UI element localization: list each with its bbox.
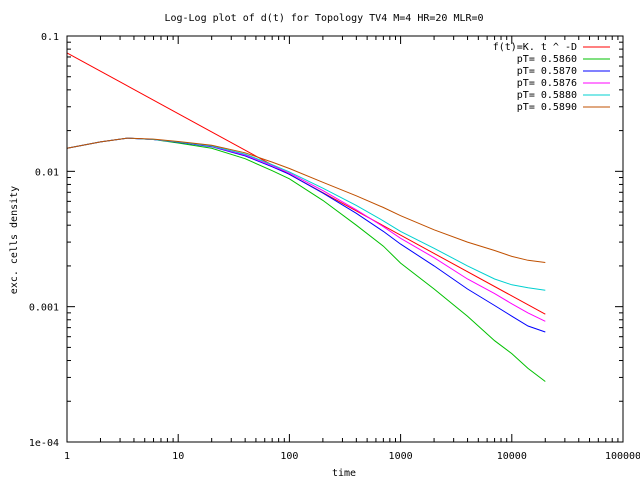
legend-label-3: pT= 0.5876 — [517, 78, 577, 89]
legend-label-5: pT= 0.5890 — [517, 102, 577, 113]
y-axis-label: exc. cells density — [9, 186, 20, 294]
series-line-1 — [66, 137, 546, 382]
x-tick-label: 10000 — [497, 451, 527, 462]
y-tick-label: 0.1 — [41, 32, 59, 43]
legend-label-1: pT= 0.5860 — [517, 54, 577, 65]
x-tick-label: 100 — [280, 451, 298, 462]
series-line-5 — [66, 137, 546, 263]
x-tick-label: 10 — [172, 451, 184, 462]
x-tick-label: 1000 — [389, 451, 413, 462]
series-line-2 — [66, 137, 546, 333]
y-tick-label: 0.001 — [29, 303, 59, 314]
plot-frame — [66, 35, 624, 443]
legend-label-4: pT= 0.5880 — [517, 90, 577, 101]
legend-label-2: pT= 0.5870 — [517, 66, 577, 77]
chart-title: Log-Log plot of d(t) for Topology TV4 M=… — [164, 13, 483, 24]
y-tick-label: 0.01 — [35, 167, 59, 178]
x-tick-label: 1 — [64, 451, 70, 462]
y-tick-label: 1e-04 — [29, 438, 59, 449]
series-line-3 — [66, 137, 546, 322]
x-tick-label: 100000 — [605, 451, 640, 462]
legend-label-0: f(t)=K. t ^ -D — [493, 42, 577, 53]
series-line-4 — [66, 137, 546, 291]
x-axis-label: time — [332, 468, 356, 479]
